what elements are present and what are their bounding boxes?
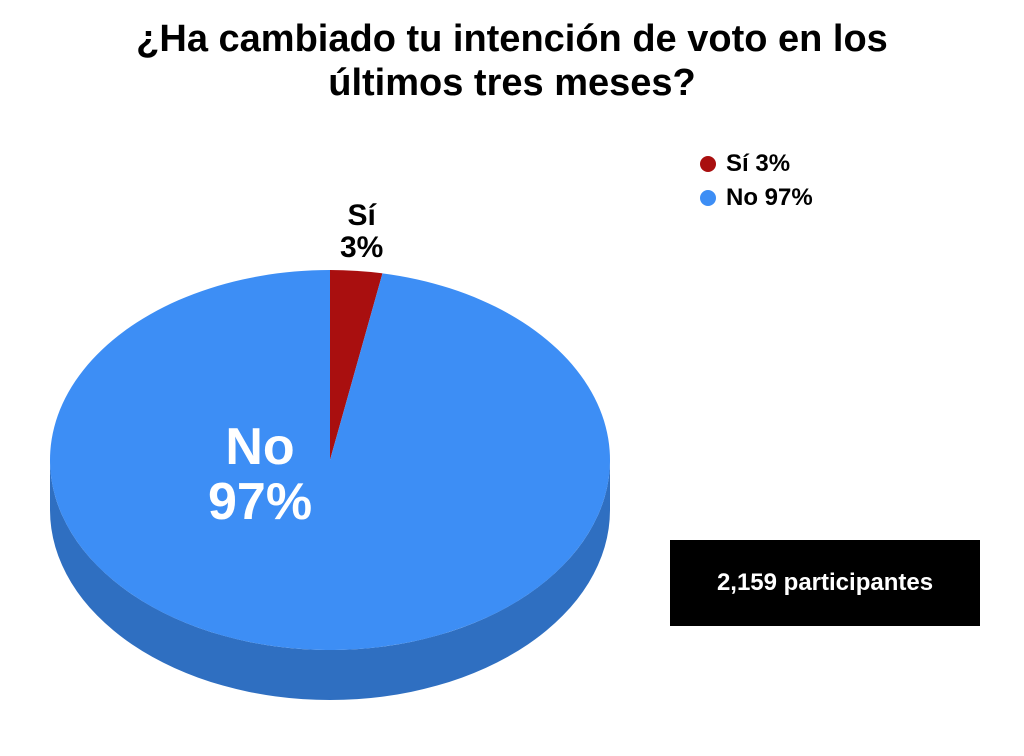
legend-item: No 97% xyxy=(700,184,813,212)
participants-text: 2,159 participantes xyxy=(717,569,933,597)
legend-dot-icon xyxy=(700,190,716,206)
pie-chart xyxy=(0,0,1024,756)
pie-slice-no xyxy=(50,270,610,650)
legend-label: No 97% xyxy=(726,184,813,212)
legend-label: Sí 3% xyxy=(726,150,790,178)
legend: Sí 3% No 97% xyxy=(700,150,813,218)
legend-dot-icon xyxy=(700,156,716,172)
participants-badge: 2,159 participantes xyxy=(670,540,980,626)
chart-container: { "canvas": { "width": 1024, "height": 7… xyxy=(0,0,1024,756)
legend-item: Sí 3% xyxy=(700,150,813,178)
